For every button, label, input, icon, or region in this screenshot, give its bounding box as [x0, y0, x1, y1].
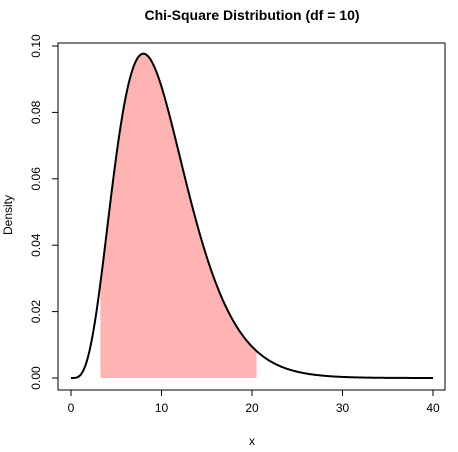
x-axis-ticks: 0 10 20 30 40	[68, 390, 440, 415]
x-axis-label: x	[249, 434, 255, 448]
y-tick-label: 0.10	[29, 34, 43, 58]
density-curve	[71, 52, 433, 379]
shaded-area	[100, 53, 257, 378]
x-tick-label: 10	[155, 401, 169, 415]
y-tick-label: 0.02	[29, 300, 43, 324]
y-tick-label: 0.06	[29, 167, 43, 191]
y-tick-label: 0.04	[29, 233, 43, 257]
y-axis-label: Density	[1, 195, 15, 235]
y-tick-label: 0.00	[29, 366, 43, 390]
x-tick-label: 20	[245, 401, 259, 415]
x-tick-label: 30	[336, 401, 350, 415]
y-axis-ticks: 0.00 0.02 0.04 0.06 0.08 0.10	[29, 34, 58, 390]
y-tick-label: 0.08	[29, 100, 43, 124]
chart-title: Chi-Square Distribution (df = 10)	[144, 7, 359, 23]
x-tick-label: 0	[68, 401, 75, 415]
x-tick-label: 40	[426, 401, 440, 415]
